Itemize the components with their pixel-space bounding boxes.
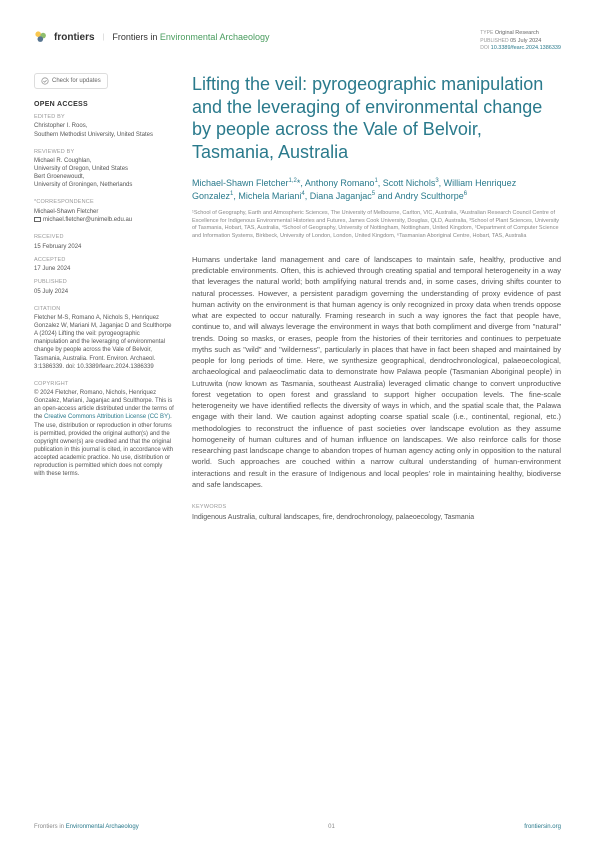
main-content: Lifting the veil: pyrogeographic manipul… bbox=[192, 73, 561, 523]
correspondence-name: Michael-Shawn Fletcher bbox=[34, 209, 98, 215]
article-title: Lifting the veil: pyrogeographic manipul… bbox=[192, 73, 561, 163]
divider: | bbox=[103, 34, 105, 41]
authors: Michael-Shawn Fletcher1,2*, Anthony Roma… bbox=[192, 177, 561, 202]
citation-label: CITATION bbox=[34, 306, 174, 313]
footer-left: Frontiers in Environmental Archaeology bbox=[34, 824, 139, 830]
edited-by: Christopher I. Roos, Southern Methodist … bbox=[34, 123, 153, 137]
reviewed-by: Michael R. Coughlan, University of Orego… bbox=[34, 158, 132, 188]
header-meta: TYPE Original Research PUBLISHED 05 July… bbox=[480, 30, 561, 53]
keywords-label: KEYWORDS bbox=[192, 504, 561, 510]
edited-by-label: EDITED BY bbox=[34, 114, 174, 121]
footer-journal-link[interactable]: Environmental Archaeology bbox=[66, 824, 139, 830]
frontiers-logo-icon bbox=[34, 30, 48, 44]
open-access-heading: OPEN ACCESS bbox=[34, 101, 174, 108]
doi-link[interactable]: 10.3389/fearc.2024.1386339 bbox=[491, 45, 561, 51]
footer-site-link[interactable]: frontiersin.org bbox=[524, 824, 561, 830]
affiliations: ¹School of Geography, Earth and Atmosphe… bbox=[192, 210, 561, 240]
page-header: frontiers | Frontiers in Environmental A… bbox=[34, 30, 561, 53]
journal-name: Frontiers in Environmental Archaeology bbox=[112, 32, 269, 42]
correspondence-email: michael.fletcher@unimelb.edu.au bbox=[43, 217, 132, 223]
cc-license-link[interactable]: Creative Commons Attribution License (CC… bbox=[44, 414, 170, 420]
copyright-label: COPYRIGHT bbox=[34, 381, 174, 388]
reviewed-by-label: REVIEWED BY bbox=[34, 149, 174, 156]
page-footer: Frontiers in Environmental Archaeology 0… bbox=[34, 824, 561, 830]
abstract: Humans undertake land management and car… bbox=[192, 254, 561, 490]
keywords: Indigenous Australia, cultural landscape… bbox=[192, 513, 561, 523]
logo-text: frontiers bbox=[54, 32, 95, 43]
citation-text: Fletcher M-S, Romano A, Nichols S, Henri… bbox=[34, 315, 171, 370]
logo-block: frontiers | Frontiers in Environmental A… bbox=[34, 30, 269, 44]
correspondence-label: *CORRESPONDENCE bbox=[34, 199, 174, 206]
check-updates-icon bbox=[41, 77, 49, 85]
check-updates-button[interactable]: Check for updates bbox=[34, 73, 108, 89]
sidebar: Check for updates OPEN ACCESS EDITED BY … bbox=[34, 73, 174, 523]
email-icon bbox=[34, 217, 41, 222]
page-number: 01 bbox=[328, 824, 335, 830]
